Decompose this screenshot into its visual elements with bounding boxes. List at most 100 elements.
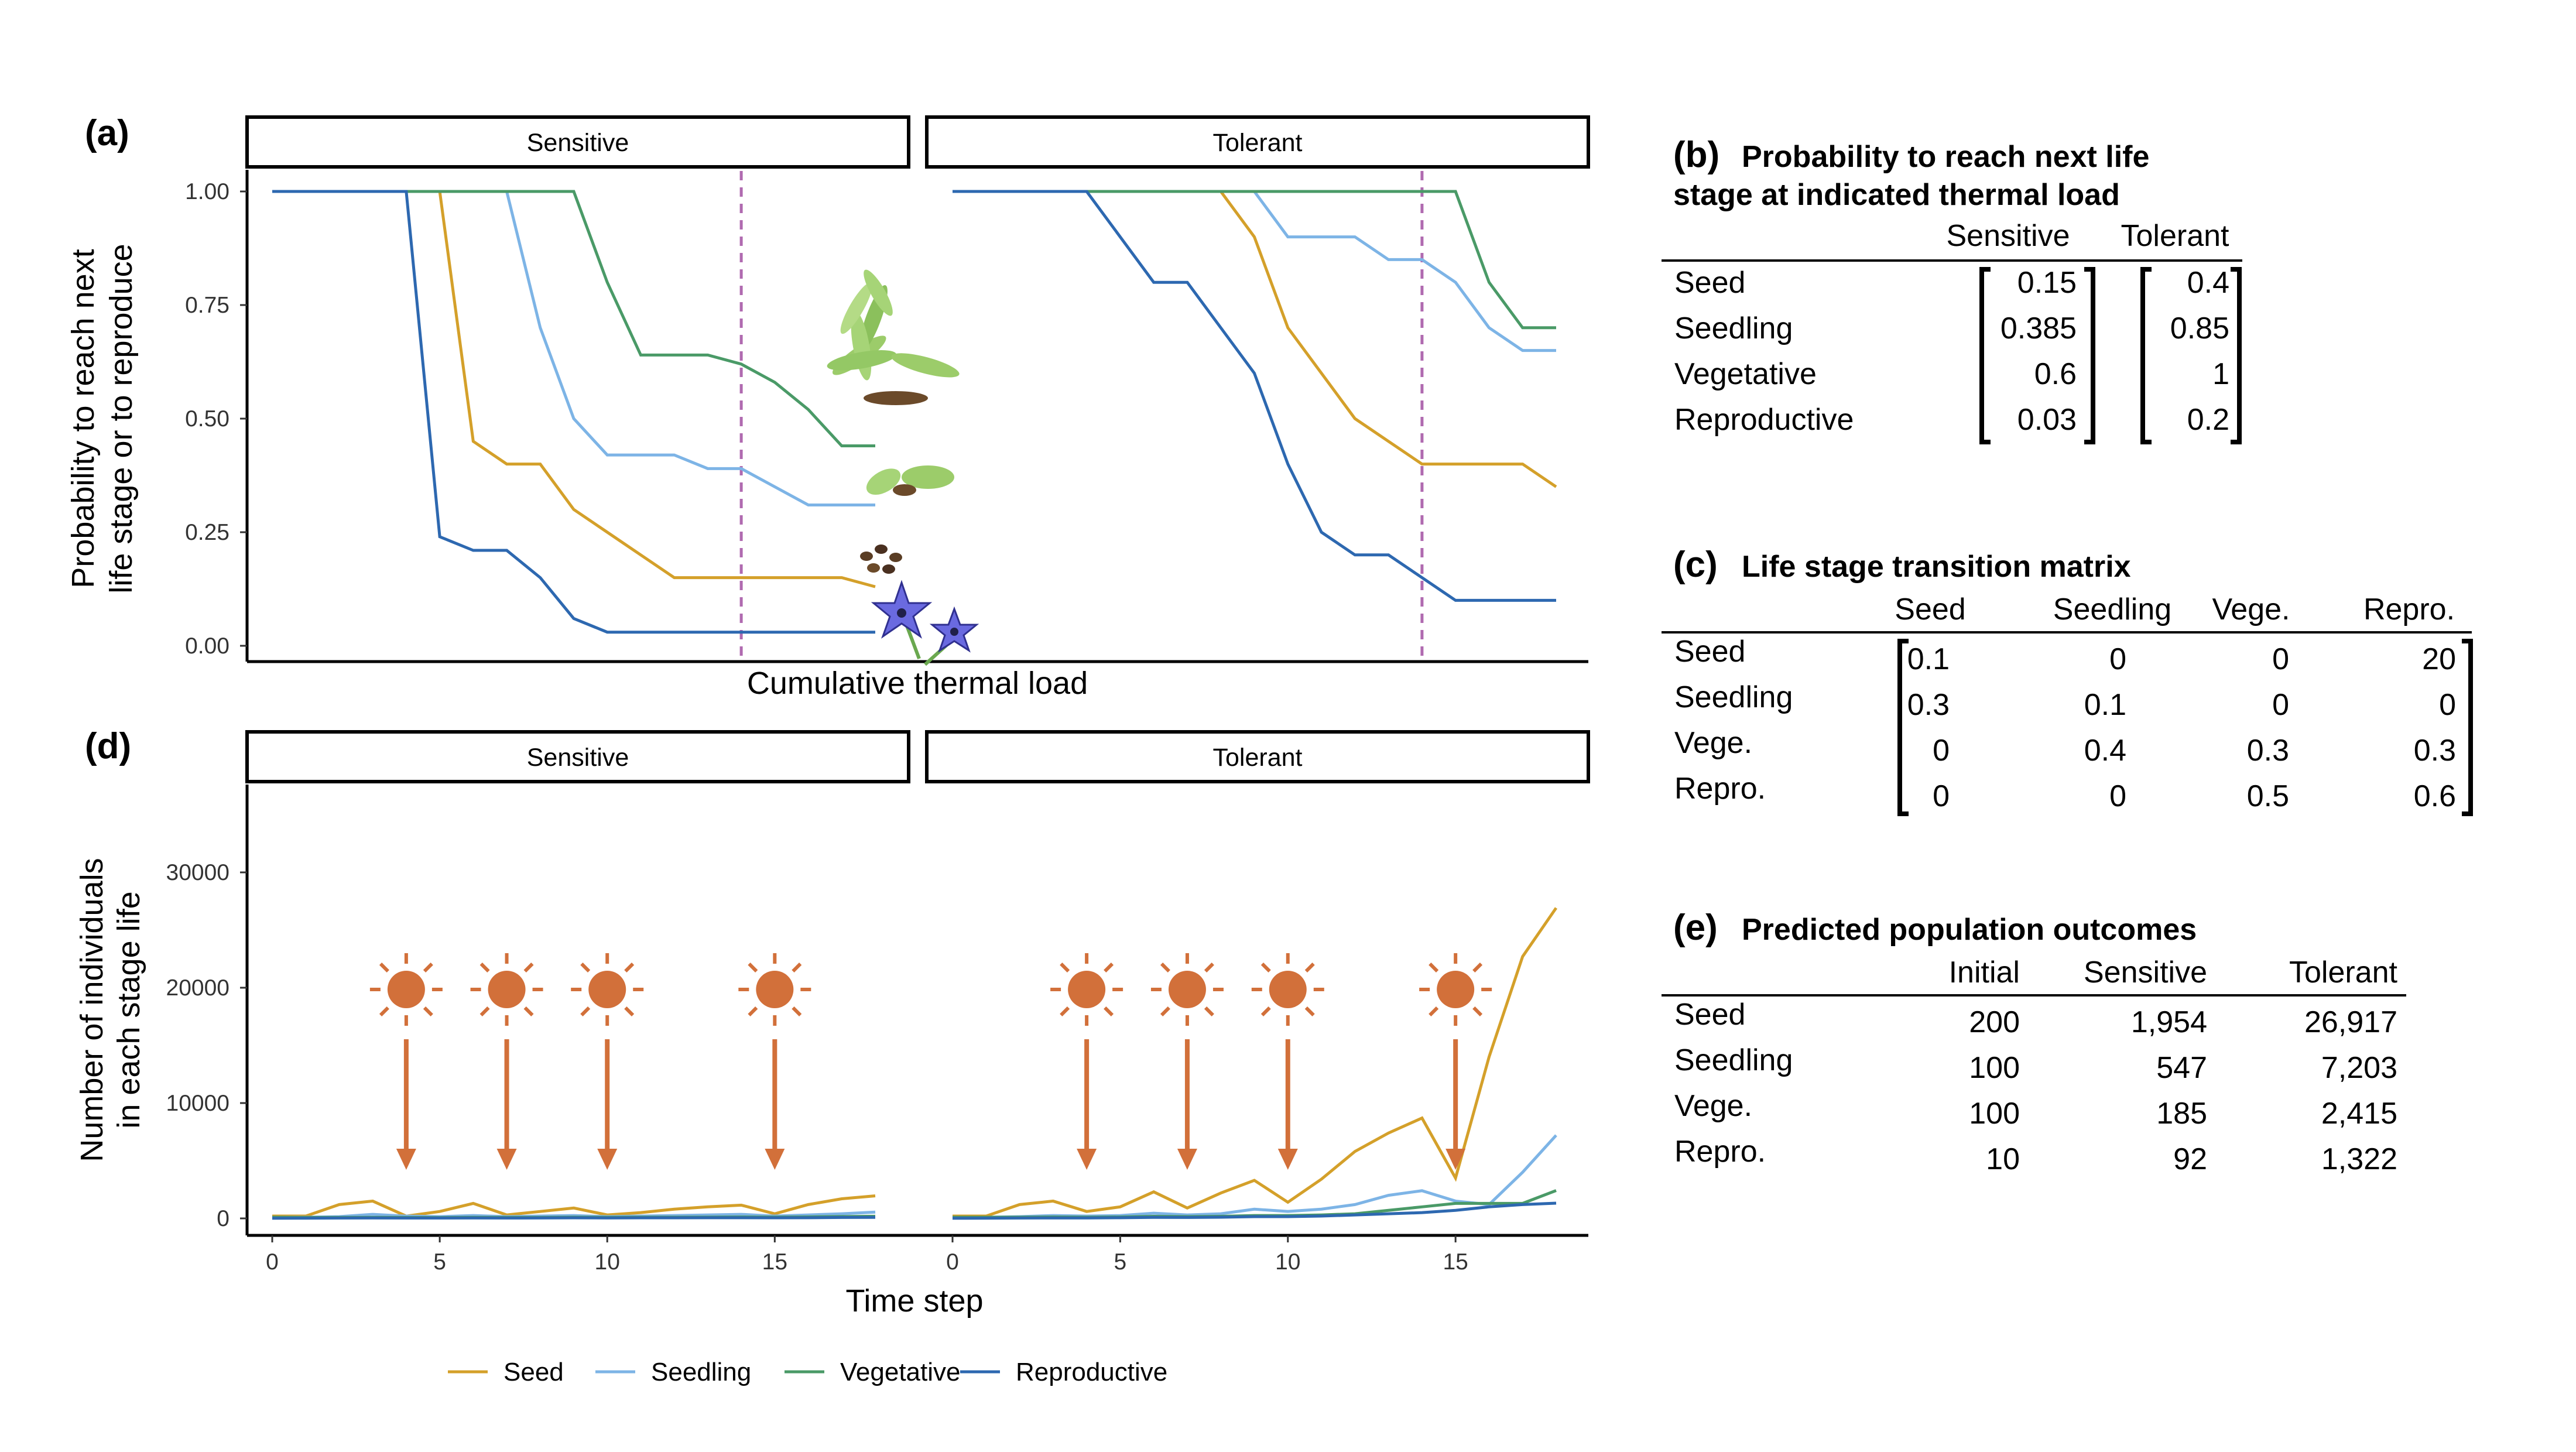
down-arrow-icon	[1077, 1039, 1097, 1170]
xtick-d-tolerant-0: 0	[946, 1249, 959, 1275]
panel-b-cell: 0.4	[2187, 266, 2229, 300]
panel-b-row-label: Vegetative	[1674, 357, 1817, 391]
panel-e-row-label: Seed	[1674, 998, 1745, 1032]
panel-e-col-header: Sensitive	[2084, 956, 2207, 989]
strip-a-sensitive	[245, 115, 910, 169]
panel-b-col-tolerant: Tolerant	[2121, 219, 2230, 253]
line-d-sensitive-reproductive	[272, 1215, 876, 1220]
panel-c-cell: 0.5	[2247, 779, 2289, 813]
legend-label-seedling: Seedling	[651, 1358, 751, 1386]
ytick-d-20000: 20000	[166, 975, 229, 1001]
strip-a-tolerant	[925, 115, 1590, 169]
ytick-a-000: 0.00	[185, 633, 229, 659]
panel-e-cell: 10	[1986, 1142, 2020, 1176]
panel-e-cell: 2,415	[2321, 1097, 2397, 1131]
panel-b-label: (b)	[1673, 135, 1719, 175]
panel-b-bracket-left-1	[1979, 267, 1991, 444]
panel-b-cell: 0.6	[2034, 357, 2077, 391]
panel-b-cell: 0.385	[2000, 311, 2077, 345]
panel-b-row-label: Seedling	[1674, 311, 1793, 345]
panel-c-row-label: Vege.	[1674, 726, 1752, 760]
panel-b: (b) Probability to reach next life stage…	[1662, 135, 2242, 444]
panel-c-col-header: Vege.	[2212, 593, 2290, 626]
panel-b-row-label: Reproductive	[1674, 403, 1854, 437]
panel-c-cell: 0.3	[1907, 688, 1950, 722]
panel-c-cell: 0.4	[2084, 734, 2126, 768]
down-arrow-icon	[765, 1039, 785, 1170]
panel-e-cell: 1,322	[2321, 1142, 2397, 1176]
ylabel-d-line2: in each stage life	[111, 891, 146, 1128]
panel-b-cell: 0.85	[2170, 311, 2229, 345]
panel-d-label: (d)	[85, 726, 131, 766]
panel-a-label: (a)	[85, 113, 129, 153]
panel-c-title: Life stage transition matrix	[1742, 550, 2131, 584]
panel-c-row-label: Seed	[1674, 635, 1745, 669]
panel-e-row-label: Seedling	[1674, 1043, 1793, 1077]
panel-d-xticks: 0 5 10 15 0 5 10 15	[266, 1235, 1468, 1275]
line-d-sensitive-seed	[272, 1194, 876, 1218]
down-arrow-icon	[1177, 1039, 1197, 1170]
xtick-d-tolerant-5: 5	[1114, 1249, 1127, 1275]
xlabel-a: Cumulative thermal load	[747, 666, 1088, 701]
panel-e-col-header: Tolerant	[2289, 956, 2398, 989]
panel-b-bracket-right-2	[2231, 267, 2242, 444]
panel-e-cell: 7,203	[2321, 1051, 2397, 1085]
line-d-tolerant-reproductive	[952, 1201, 1557, 1220]
line-a-sensitive-vegetative	[272, 190, 875, 448]
ylabel-d-line1: Number of individuals	[74, 858, 109, 1162]
panel-d-lines	[272, 907, 1558, 1220]
flower-reproductive-icon	[871, 580, 979, 666]
xtick-d-sensitive-0: 0	[266, 1249, 279, 1275]
legend-label-seed: Seed	[503, 1358, 564, 1386]
ytick-a-050: 0.50	[185, 406, 229, 432]
strip-a-tolerant-label: Tolerant	[1213, 129, 1303, 157]
panel-c-cell: 0	[2109, 642, 2126, 676]
xtick-d-tolerant-15: 15	[1443, 1249, 1468, 1275]
panel-b-cell: 1	[2212, 357, 2229, 391]
strip-d-tolerant-label: Tolerant	[1213, 744, 1303, 772]
panel-c-bracket-right	[2462, 639, 2473, 816]
panel-b-rows: Seed 0.15 0.4 Seedling 0.385 0.85 Vegetative 0.…	[1674, 266, 2229, 437]
panel-c-header: Seed Seedling Vege. Repro.	[1895, 593, 2455, 626]
panel-a-lines	[272, 171, 1557, 659]
panel-e: (e) Predicted population outcomes Initia…	[1662, 908, 2406, 1176]
plant-seedling-icon	[866, 465, 954, 496]
sun-icon	[1150, 953, 1224, 1026]
line-a-tolerant-reproductive	[953, 190, 1556, 602]
panel-e-rows: Seed 200 1,954 26,917 Seedling 100 547 7,203 Veg…	[1674, 998, 2397, 1176]
plant-vegetative-icon	[827, 269, 960, 405]
panel-c-bracket-left	[1897, 639, 1909, 816]
panel-c: (c) Life stage transition matrix Seed See…	[1662, 544, 2473, 816]
panel-c-row-label: Seedling	[1674, 680, 1793, 714]
ytick-d-30000: 30000	[166, 860, 229, 885]
panel-e-label: (e)	[1673, 908, 1718, 948]
panel-e-row-label: Vege.	[1674, 1089, 1752, 1123]
panel-e-header: Initial Sensitive Tolerant	[1949, 956, 2398, 989]
seeds-icon	[860, 544, 902, 574]
panel-c-cell: 0.3	[2414, 734, 2456, 768]
down-arrow-icon	[1277, 1039, 1298, 1170]
line-d-tolerant-seed	[953, 907, 1558, 1218]
panel-b-cell: 0.03	[2017, 403, 2077, 437]
xtick-d-sensitive-10: 10	[595, 1249, 620, 1275]
sun-icon	[369, 953, 443, 1026]
sun-icon	[470, 953, 543, 1026]
panel-b-cell: 0.2	[2187, 403, 2229, 437]
strip-d-sensitive-label: Sensitive	[527, 744, 629, 772]
panel-e-col-header: Initial	[1949, 956, 2020, 989]
strip-d-tolerant	[925, 730, 1590, 783]
panel-b-bracket-right-1	[2084, 267, 2095, 444]
panel-b-title-line1: Probability to reach next life	[1742, 140, 2149, 174]
panel-c-cell: 0.3	[2247, 734, 2289, 768]
xlabel-d: Time step	[845, 1283, 983, 1319]
panel-c-cell: 0	[2109, 779, 2126, 813]
sun-icon	[1251, 953, 1324, 1026]
panel-c-cell: 0	[1933, 779, 1950, 813]
legend: Seed Seedling Vegetative Reproductive	[448, 1358, 1167, 1386]
panel-c-cell: 0.1	[1907, 642, 1950, 676]
panel-b-bracket-left-2	[2140, 267, 2152, 444]
xtick-d-sensitive-5: 5	[433, 1249, 446, 1275]
panel-d-heat-events	[369, 953, 1492, 1170]
panel-c-col-header: Seed	[1895, 593, 1965, 626]
